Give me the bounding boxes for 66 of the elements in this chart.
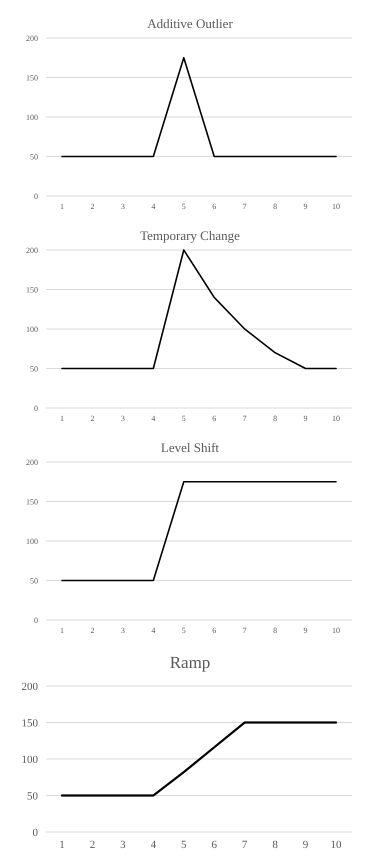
x-tick-label: 6	[212, 626, 216, 635]
x-tick-label: 3	[120, 202, 125, 211]
y-tick-label: 0	[34, 616, 38, 625]
x-tick-label: 10	[332, 414, 340, 423]
x-tick-label: 10	[332, 626, 340, 635]
x-tick-label: 2	[90, 202, 94, 211]
x-tick-label: 3	[120, 839, 126, 851]
y-tick-label: 50	[27, 790, 38, 802]
x-tick-label: 1	[59, 839, 65, 851]
x-tick-label: 1	[60, 414, 64, 423]
y-tick-label: 50	[30, 152, 38, 162]
x-tick-label: 5	[182, 414, 186, 423]
x-tick-label: 7	[242, 202, 247, 211]
x-tick-label: 1	[60, 626, 64, 635]
line-series	[61, 249, 337, 370]
x-tick-label: 6	[212, 414, 216, 423]
x-tick-label: 9	[304, 414, 308, 423]
y-tick-label: 150	[22, 717, 38, 730]
y-tick-label: 200	[26, 246, 38, 255]
x-tick-label: 7	[242, 626, 247, 635]
x-tick-label: 4	[151, 626, 156, 635]
x-tick-label: 5	[182, 626, 186, 635]
x-tick-label: 5	[182, 202, 186, 211]
x-tick-label: 4	[150, 839, 157, 851]
x-tick-label: 10	[332, 202, 340, 211]
x-tick-label: 8	[272, 839, 278, 851]
y-tick-label: 100	[26, 324, 38, 334]
y-tick-label: 50	[30, 364, 38, 374]
y-tick-label: 100	[26, 112, 38, 122]
x-tick-label: 8	[273, 202, 278, 211]
y-tick-label: 0	[34, 192, 38, 201]
chart-title: Ramp	[170, 653, 210, 672]
x-tick-label: 6	[212, 202, 216, 211]
x-tick-label: 4	[151, 202, 156, 211]
x-tick-label: 9	[304, 202, 308, 211]
chart-title: Temporary Change	[140, 228, 240, 243]
y-tick-label: 150	[26, 497, 38, 506]
y-tick-label: 100	[22, 754, 38, 766]
x-tick-label: 2	[90, 414, 94, 423]
x-tick-label: 3	[120, 626, 125, 635]
x-tick-label: 8	[273, 626, 278, 635]
x-tick-label: 5	[181, 839, 188, 851]
y-tick-label: 200	[26, 34, 38, 43]
x-tick-label: 9	[302, 839, 309, 851]
x-tick-label: 2	[90, 839, 96, 851]
x-tick-label: 7	[242, 414, 247, 423]
y-tick-label: 0	[34, 404, 38, 413]
x-tick-label: 1	[60, 202, 64, 211]
chart-title: Additive Outlier	[147, 16, 234, 31]
x-tick-label: 10	[330, 839, 342, 851]
y-tick-label: 0	[32, 826, 38, 839]
y-tick-label: 150	[26, 73, 38, 82]
y-tick-label: 50	[30, 576, 38, 586]
line-series	[60, 721, 338, 797]
y-tick-label: 150	[26, 285, 38, 294]
y-tick-label: 100	[26, 536, 38, 546]
y-tick-label: 200	[22, 680, 38, 693]
x-tick-label: 8	[273, 414, 278, 423]
y-tick-label: 200	[26, 458, 38, 467]
x-tick-label: 3	[120, 414, 125, 423]
x-tick-label: 6	[211, 839, 218, 851]
x-tick-label: 2	[90, 626, 94, 635]
chart-title: Level Shift	[160, 440, 220, 455]
x-tick-label: 7	[242, 839, 248, 851]
x-tick-label: 9	[304, 626, 308, 635]
x-tick-label: 4	[151, 414, 156, 423]
